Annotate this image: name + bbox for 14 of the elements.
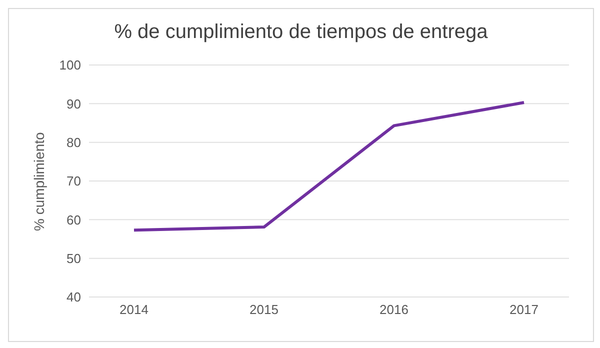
y-tick-label: 80 <box>66 134 81 150</box>
y-tick-label: 40 <box>66 290 81 305</box>
y-tick-label: 100 <box>59 58 81 73</box>
y-tick-label: 70 <box>66 174 81 189</box>
y-tick-label: 90 <box>66 96 81 112</box>
line-series <box>132 101 526 232</box>
x-tick-label: 2015 <box>250 302 278 318</box>
y-tick-label: 60 <box>66 212 81 228</box>
chart-title: % de cumplimiento de tiempos de entrega <box>113 21 489 44</box>
x-tick-label: 2017 <box>510 302 538 318</box>
y-axis-title: % cumplimiento <box>30 132 47 231</box>
x-tick-label: 2014 <box>120 302 148 318</box>
x-tick-label: 2016 <box>380 302 408 318</box>
y-tick-label: 50 <box>66 250 81 266</box>
